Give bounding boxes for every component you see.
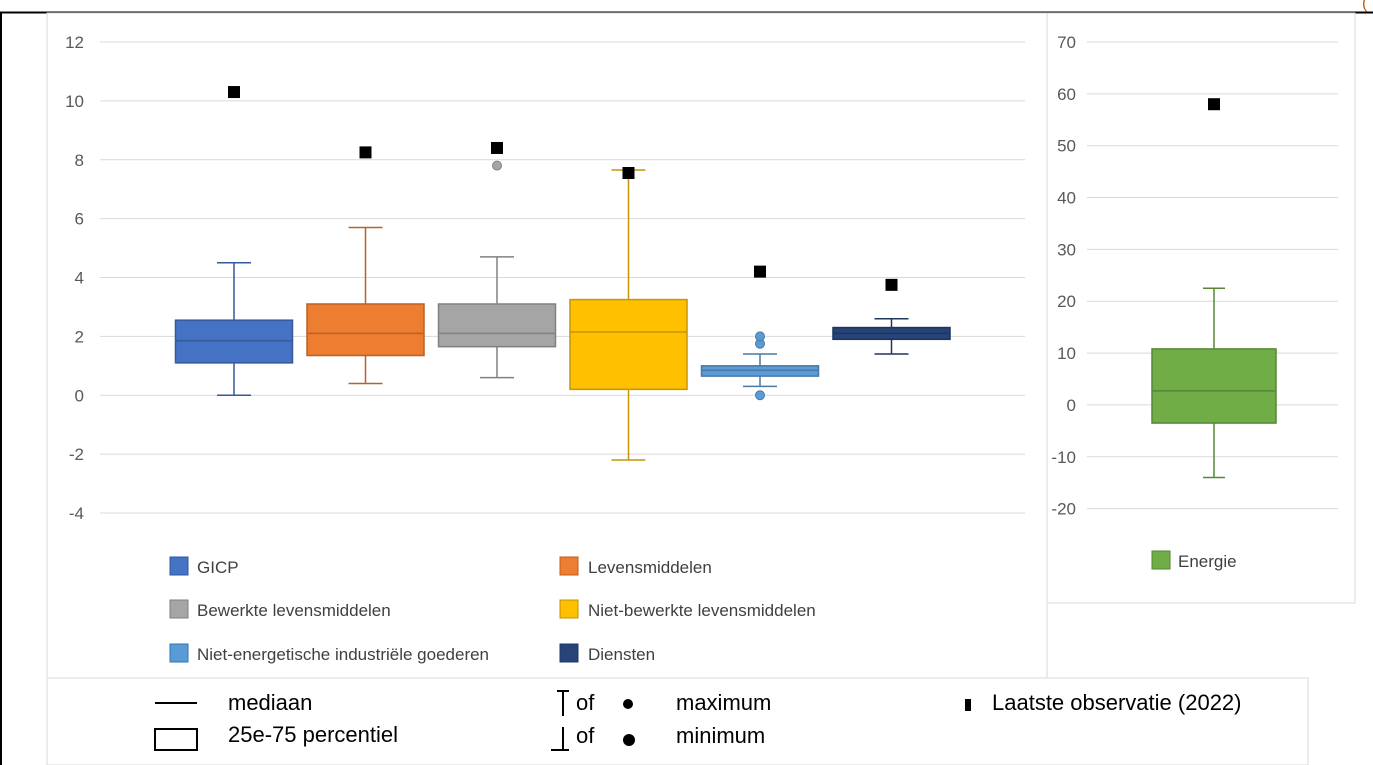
box-bewerkte-levensmiddelen — [437, 141, 557, 379]
key-box-icon — [154, 728, 198, 751]
last-observation-marker — [228, 86, 240, 99]
box-diensten — [832, 278, 951, 355]
legend-label-niet-energetische: Niet-energetische industriële goederen — [197, 645, 489, 664]
y-tick-label: 10 — [65, 92, 84, 111]
box-niet-energetische-industriele-goederen — [700, 265, 820, 401]
key-max-dot-icon — [623, 699, 633, 709]
y-tick-label: 10 — [1057, 344, 1076, 363]
y-tick-label: 70 — [1057, 33, 1076, 52]
left-boxplot-chart: 12 10 8 6 4 2 0 -2 -4 — [65, 33, 1025, 523]
key-last-obs-icon — [965, 699, 971, 711]
boxplot-key: mediaan 25e-75 percentiel of maximum of … — [154, 690, 1242, 751]
key-of-2: of — [576, 723, 595, 748]
corner-text: ( — [1362, 0, 1368, 12]
legend-swatch-levensmiddelen — [559, 556, 579, 576]
legend-swatch-energie — [1151, 550, 1171, 570]
legend-label-diensten: Diensten — [588, 645, 655, 664]
legend-label-levensmiddelen: Levensmiddelen — [588, 558, 712, 577]
last-observation-marker — [885, 278, 898, 291]
right-boxplot-chart: 70 60 50 40 30 20 10 0 -10 -20 — [1051, 33, 1338, 519]
key-max-label: maximum — [676, 690, 771, 715]
y-tick-label: 4 — [75, 269, 84, 288]
last-observation-marker — [1208, 98, 1220, 111]
key-last-obs-label: Laatste observatie (2022) — [992, 690, 1242, 715]
key-min-whisker-icon — [551, 727, 569, 751]
y-tick-label: 40 — [1057, 189, 1076, 208]
legend-swatch-gicp — [169, 556, 189, 576]
key-box-label: 25e-75 percentiel — [228, 722, 398, 747]
legend-swatch-niet-bewerkte — [559, 599, 579, 619]
right-legend: Energie — [1151, 550, 1237, 571]
box-niet-bewerkte-levensmiddelen — [569, 166, 688, 461]
key-median-label: mediaan — [228, 690, 312, 715]
y-tick-label: 2 — [75, 327, 84, 346]
outlier-point — [492, 160, 502, 171]
legend-label-gicp: GICP — [197, 558, 239, 577]
key-panel-border — [46, 677, 1309, 765]
y-tick-label: -20 — [1051, 500, 1076, 519]
left-legend: GICP Levensmiddelen Bewerkte levensmidde… — [169, 556, 816, 664]
box-levensmiddelen — [306, 146, 425, 385]
outlier-point — [755, 390, 765, 401]
legend-label-energie: Energie — [1178, 552, 1237, 571]
y-tick-label: -4 — [69, 504, 84, 523]
legend-label-bewerkte: Bewerkte levensmiddelen — [197, 601, 391, 620]
key-min-label: minimum — [676, 723, 765, 748]
iqr-box — [1151, 348, 1277, 424]
iqr-box — [569, 298, 688, 391]
legend-swatch-niet-energetische — [169, 643, 189, 663]
y-tick-label: -2 — [69, 445, 84, 464]
y-tick-label: 20 — [1057, 292, 1076, 311]
y-tick-label: 0 — [1067, 396, 1076, 415]
right-panel-border — [1046, 12, 1356, 604]
key-of-1: of — [576, 690, 595, 715]
legend-swatch-bewerkte — [169, 599, 189, 619]
y-tick-label: 8 — [75, 151, 84, 170]
y-tick-label: 0 — [75, 386, 84, 405]
y-tick-label: 50 — [1057, 137, 1076, 156]
last-observation-marker — [359, 146, 372, 159]
iqr-box — [437, 303, 557, 348]
y-tick-label: 12 — [65, 33, 84, 52]
last-observation-marker — [622, 166, 635, 179]
y-tick-label: 6 — [75, 210, 84, 229]
box-energie — [1151, 98, 1277, 479]
iqr-box — [306, 303, 425, 357]
box-gicp — [174, 86, 294, 396]
legend-label-niet-bewerkte: Niet-bewerkte levensmiddelen — [588, 601, 816, 620]
last-observation-marker — [754, 265, 766, 278]
key-max-whisker-icon — [557, 690, 569, 716]
legend-swatch-diensten — [559, 643, 579, 663]
y-tick-label: 30 — [1057, 240, 1076, 259]
y-tick-label: -10 — [1051, 448, 1076, 467]
outlier-point — [755, 331, 765, 342]
y-tick-label: 60 — [1057, 85, 1076, 104]
last-observation-marker — [491, 141, 503, 154]
key-min-dot-icon — [623, 734, 635, 746]
